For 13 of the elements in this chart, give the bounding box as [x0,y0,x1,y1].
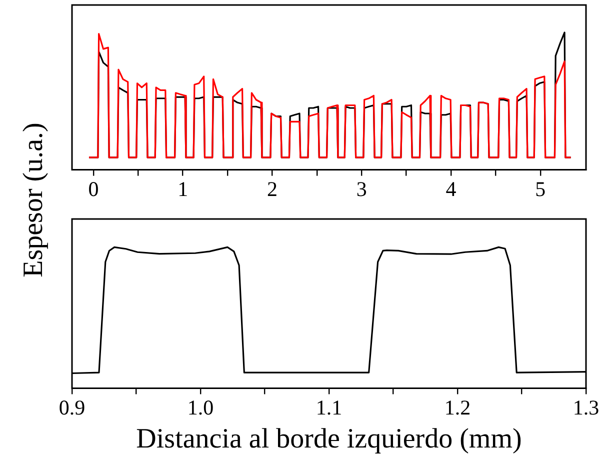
x-tick-label: 1 [178,176,188,201]
x-tick-label: 5 [535,176,546,201]
x-axis-title: Distancia al borde izquierdo (mm) [136,424,522,455]
x-tick-label: 1.1 [316,395,342,420]
x-tick-label: 3 [356,176,367,201]
x-tick-label: 2 [266,176,278,201]
x-tick-label: 0.9 [58,395,86,420]
y-axis-title: Espesor (u.a.) [18,122,50,278]
x-tick-label: 1.0 [187,395,214,420]
x-tick-label: 1.2 [444,395,471,420]
x-tick-label: 4 [446,176,457,201]
x-tick-label: 0 [88,176,99,201]
x-tick-label: 1.3 [572,395,600,420]
